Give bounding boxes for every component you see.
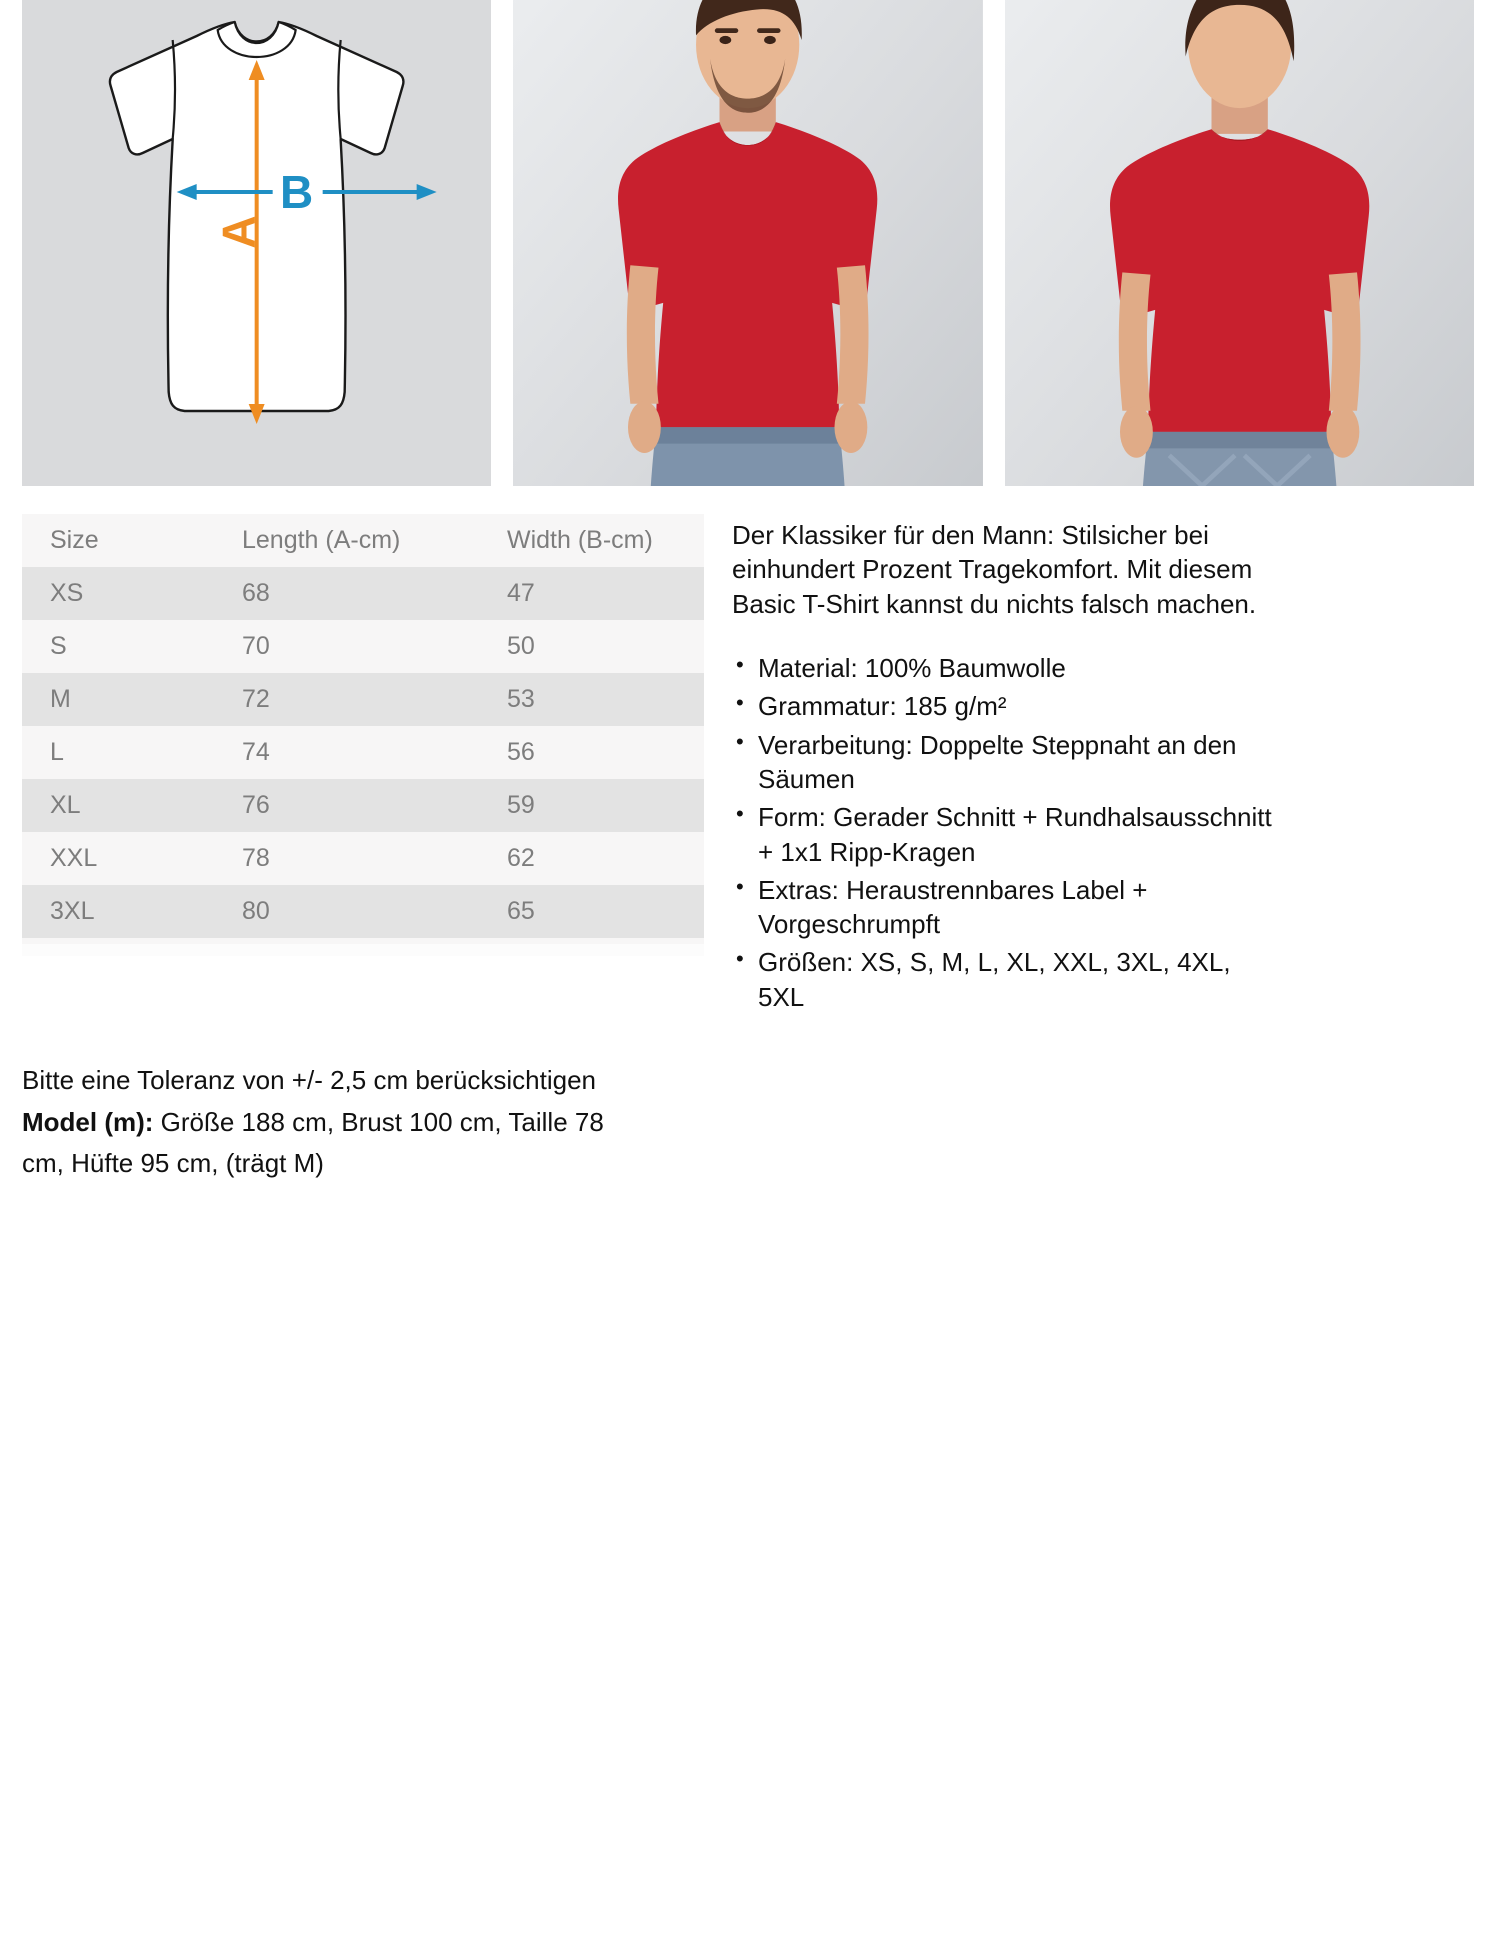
model-eye-right — [764, 35, 777, 45]
tolerance-note: Bitte eine Toleranz von +/- 2,5 cm berüc… — [22, 1065, 596, 1096]
model-arm-right — [837, 265, 869, 404]
jeans-pocket-stitch-left — [1167, 453, 1237, 486]
model-measurements: Größe 188 cm, Brust 100 cm, Taille 78 cm… — [22, 1107, 604, 1178]
cell-size: XS — [50, 579, 84, 607]
size-chart-container: Size Length (A-cm) Width (B-cm) XS 68 47… — [22, 514, 704, 1018]
model-jeans-waistband-back — [1147, 431, 1331, 449]
cell-size: 3XL — [50, 897, 95, 925]
model-back-illustration — [1004, 0, 1474, 486]
list-item: Form: Gerader Schnitt + Rundhalsausschni… — [732, 799, 1272, 869]
cell-length: 76 — [242, 791, 270, 819]
cell-size: XL — [50, 791, 81, 819]
label-b: B — [280, 166, 313, 218]
cell-width: 56 — [507, 738, 535, 766]
size-chart-header-row: Size Length (A-cm) Width (B-cm) — [22, 514, 704, 567]
model-eye-left — [719, 35, 732, 45]
model-note: Model (m): Größe 188 cm, Brust 100 cm, T… — [22, 1102, 618, 1183]
table-row: XXL 78 62 — [22, 832, 704, 885]
cell-length: 70 — [242, 632, 270, 660]
cell-width: 62 — [507, 844, 535, 872]
length-measure-arrow-a — [248, 60, 265, 424]
list-item: Grammatur: 185 g/m² — [732, 688, 1272, 723]
model-jeans-waistband — [656, 427, 840, 444]
table-row: 3XL 80 65 — [22, 885, 704, 938]
column-header-length: Length (A-cm) — [242, 526, 401, 554]
cell-size: M — [50, 685, 71, 713]
size-chart-head: Size Length (A-cm) Width (B-cm) — [22, 514, 704, 567]
table-row: XL 76 59 — [22, 779, 704, 832]
list-item: Material: 100% Baumwolle — [732, 650, 1272, 685]
cell-length: 80 — [242, 897, 270, 925]
table-row: M 72 53 — [22, 673, 704, 726]
cell-length: 74 — [242, 738, 270, 766]
cell-length: 78 — [242, 844, 270, 872]
cell-size: L — [50, 738, 64, 766]
cell-length: 72 — [242, 685, 270, 713]
model-hand-left — [628, 401, 662, 454]
model-arm-right-back — [1328, 272, 1361, 411]
model-tshirt-collar-back — [1211, 129, 1268, 141]
cell-width: 65 — [507, 897, 535, 925]
table-row: S 70 50 — [22, 620, 704, 673]
list-item: Verarbeitung: Doppelte Steppnaht an den … — [732, 727, 1272, 797]
model-brow-right — [757, 28, 781, 33]
size-measurement-diagram: A B — [22, 0, 492, 486]
size-chart-body: XS 68 47 S 70 50 M 72 53 L — [22, 567, 704, 944]
model-hair-back — [1184, 0, 1294, 62]
table-row: XS 68 47 — [22, 567, 704, 620]
size-chart-clip: Size Length (A-cm) Width (B-cm) XS 68 47… — [22, 514, 704, 944]
list-item: Größen: XS, S, M, L, XL, XXL, 3XL, 4XL, … — [732, 944, 1272, 1014]
cell-width: 53 — [507, 685, 535, 713]
product-image-strip: A B — [0, 0, 1496, 490]
tshirt-collar-path — [216, 20, 297, 59]
cell-width: 47 — [507, 579, 535, 607]
jeans-pocket-stitch-right — [1242, 453, 1312, 486]
model-beard-front — [710, 58, 786, 113]
model-front-illustration — [513, 0, 983, 486]
size-chart-table: Size Length (A-cm) Width (B-cm) XS 68 47… — [22, 514, 704, 944]
list-item: Extras: Heraustrennbares Label + Vorgesc… — [732, 872, 1272, 942]
product-photo-front — [513, 0, 983, 486]
cell-size: S — [50, 632, 67, 660]
product-details-row: Size Length (A-cm) Width (B-cm) XS 68 47… — [0, 514, 1496, 1018]
cell-length: 68 — [242, 579, 270, 607]
model-arm-left — [627, 265, 659, 404]
model-hand-left-back — [1119, 406, 1153, 458]
product-description: Der Klassiker für den Mann: Stilsicher b… — [732, 514, 1474, 1018]
description-intro: Der Klassiker für den Mann: Stilsicher b… — [732, 520, 1257, 619]
model-brow-left — [715, 28, 739, 33]
model-tshirt-front — [618, 122, 878, 430]
sizing-footnote: Bitte eine Toleranz von +/- 2,5 cm berüc… — [0, 1060, 640, 1183]
table-row: 4XL 82 70 — [22, 938, 704, 944]
model-tshirt-back — [1109, 129, 1369, 435]
table-row: L 74 56 — [22, 726, 704, 779]
left-sleeve-seam — [171, 39, 177, 140]
label-a: A — [213, 215, 265, 248]
cell-width: 59 — [507, 791, 535, 819]
model-head-back — [1187, 0, 1291, 109]
tshirt-outline-svg: A B — [76, 0, 437, 486]
model-arm-left-back — [1118, 272, 1151, 411]
cell-width: 50 — [507, 632, 535, 660]
model-hand-right — [834, 401, 868, 454]
description-feature-list: Material: 100% Baumwolle Grammatur: 185 … — [732, 650, 1272, 1014]
model-head-front — [696, 0, 800, 109]
cell-size: XXL — [50, 844, 98, 872]
right-sleeve-seam — [337, 39, 342, 140]
model-hair-front — [696, 0, 802, 41]
column-header-width: Width (B-cm) — [507, 526, 653, 554]
model-label: Model (m): — [22, 1107, 154, 1138]
model-hand-right-back — [1326, 406, 1359, 458]
product-photo-back — [1004, 0, 1474, 486]
column-header-size: Size — [50, 526, 99, 554]
size-chart-clipped-row — [22, 944, 704, 956]
label-b-backdrop — [272, 166, 323, 220]
